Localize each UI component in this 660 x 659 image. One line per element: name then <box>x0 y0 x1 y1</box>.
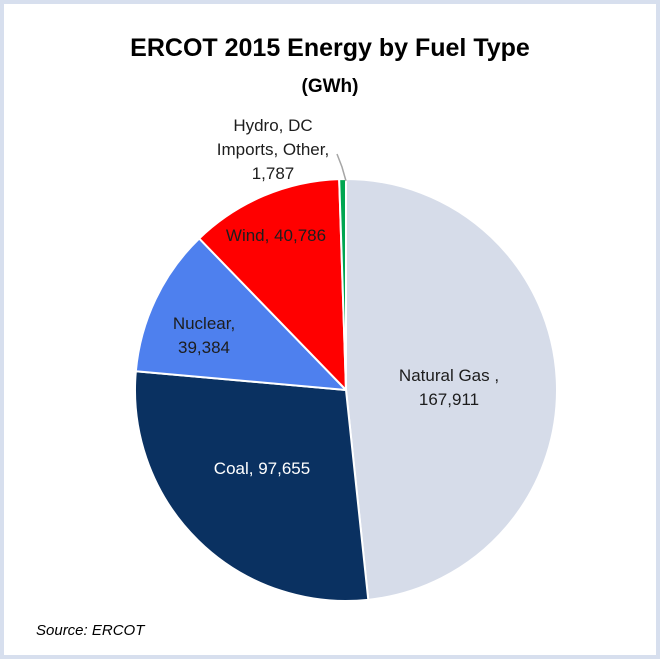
chart-title: ERCOT 2015 Energy by Fuel Type <box>130 34 530 62</box>
pie-slice-natural-gas <box>345 178 558 601</box>
leader-line <box>336 153 347 182</box>
chart-subtitle: (GWh) <box>301 76 359 97</box>
pie-slice-wind <box>198 178 347 391</box>
source-note: Source: ERCOT <box>36 622 145 639</box>
pie-slices <box>134 177 558 602</box>
pie-slice-nuclear <box>134 237 347 391</box>
pie-chart <box>134 153 558 602</box>
pie-slice-coal <box>134 370 370 602</box>
